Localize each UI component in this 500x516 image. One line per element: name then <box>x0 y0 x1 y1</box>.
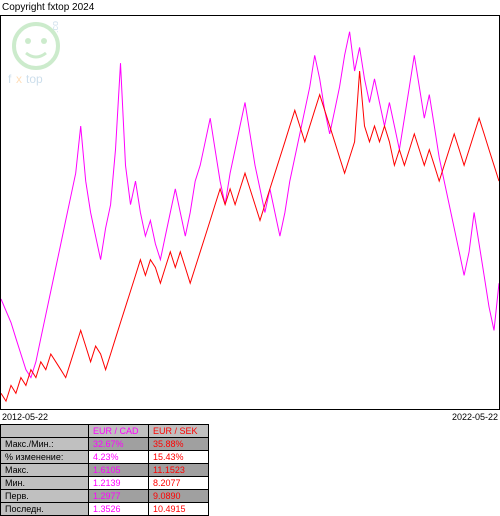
copyright-text: Copyright fxtop 2024 <box>2 2 94 13</box>
series-line <box>1 32 499 378</box>
table-corner <box>1 425 89 438</box>
row-value-1: 32.67% <box>89 438 149 451</box>
row-value-1: 1.2139 <box>89 477 149 490</box>
x-end-label: 2022-05-22 <box>452 412 498 422</box>
row-label: Макс./Мин.: <box>1 438 89 451</box>
row-value-2: 9.0890 <box>149 490 209 503</box>
stats-table-wrap: EUR / CADEUR / SEK Макс./Мин.:32.67%35.88… <box>0 424 209 516</box>
stats-table: EUR / CADEUR / SEK Макс./Мин.:32.67%35.88… <box>0 424 209 516</box>
row-label: Перв. <box>1 490 89 503</box>
row-value-2: 10.4915 <box>149 503 209 516</box>
row-label: Последн. <box>1 503 89 516</box>
row-label: Мин. <box>1 477 89 490</box>
row-value-1: 1.6105 <box>89 464 149 477</box>
row-value-1: 4.23% <box>89 451 149 464</box>
row-label: Макс. <box>1 464 89 477</box>
row-value-2: 15.43% <box>149 451 209 464</box>
row-value-2: 11.1523 <box>149 464 209 477</box>
chart-area: .com f x top <box>0 15 500 410</box>
line-chart-svg <box>1 16 499 409</box>
row-value-2: 8.2077 <box>149 477 209 490</box>
series-line <box>1 71 499 401</box>
series-header-1: EUR / CAD <box>89 425 149 438</box>
row-value-2: 35.88% <box>149 438 209 451</box>
series-header-2: EUR / SEK <box>149 425 209 438</box>
row-label: % изменение: <box>1 451 89 464</box>
row-value-1: 1.3526 <box>89 503 149 516</box>
x-start-label: 2012-05-22 <box>2 412 48 422</box>
row-value-1: 1.2977 <box>89 490 149 503</box>
